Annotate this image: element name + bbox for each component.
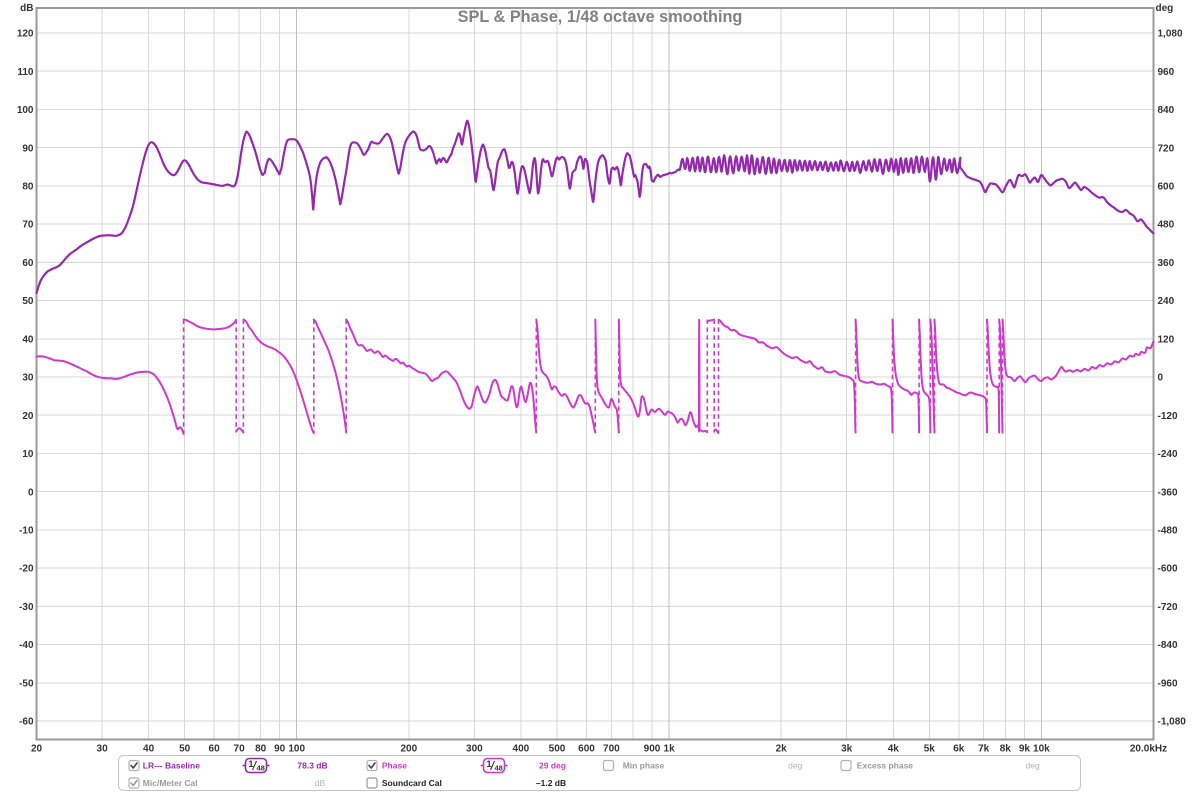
svg-text:-960: -960 bbox=[1158, 678, 1178, 689]
svg-text:9k: 9k bbox=[1019, 744, 1031, 755]
svg-text:-60: -60 bbox=[19, 717, 34, 728]
svg-text:30: 30 bbox=[97, 744, 109, 755]
svg-text:29 deg: 29 deg bbox=[539, 761, 566, 771]
svg-text:1k: 1k bbox=[664, 744, 676, 755]
svg-text:Mic/Meter Cal: Mic/Meter Cal bbox=[143, 778, 198, 788]
svg-text:4k: 4k bbox=[888, 744, 900, 755]
svg-text:-120: -120 bbox=[1158, 411, 1178, 422]
svg-text:80: 80 bbox=[255, 744, 267, 755]
svg-text:78.3 dB: 78.3 dB bbox=[297, 761, 327, 771]
svg-text:90: 90 bbox=[22, 143, 34, 154]
svg-text:60: 60 bbox=[22, 258, 34, 269]
svg-text:0: 0 bbox=[28, 487, 34, 498]
svg-text:6k: 6k bbox=[953, 744, 965, 755]
svg-text:LR--- Baseline: LR--- Baseline bbox=[143, 761, 200, 771]
svg-text:100: 100 bbox=[288, 744, 305, 755]
svg-text:1,080: 1,080 bbox=[1158, 29, 1183, 40]
svg-text:0: 0 bbox=[1158, 373, 1164, 384]
svg-text:120: 120 bbox=[17, 29, 34, 40]
svg-text:960: 960 bbox=[1158, 67, 1175, 78]
svg-text:50: 50 bbox=[22, 296, 34, 307]
svg-text:8k: 8k bbox=[1000, 744, 1012, 755]
svg-text:600: 600 bbox=[1158, 182, 1175, 193]
svg-text:deg: deg bbox=[788, 761, 802, 771]
svg-text:-240: -240 bbox=[1158, 449, 1178, 460]
svg-text:900: 900 bbox=[644, 744, 661, 755]
svg-text:700: 700 bbox=[603, 744, 620, 755]
svg-text:Excess phase: Excess phase bbox=[857, 761, 914, 771]
svg-text:720: 720 bbox=[1158, 143, 1175, 154]
svg-text:30: 30 bbox=[22, 373, 34, 384]
svg-text:-720: -720 bbox=[1158, 602, 1178, 613]
svg-text:2k: 2k bbox=[776, 744, 788, 755]
svg-text:100: 100 bbox=[17, 105, 34, 116]
svg-text:600: 600 bbox=[578, 744, 595, 755]
svg-text:40: 40 bbox=[143, 744, 155, 755]
svg-text:-40: -40 bbox=[19, 640, 34, 651]
svg-text:360: 360 bbox=[1158, 258, 1175, 269]
svg-text:-480: -480 bbox=[1158, 526, 1178, 537]
svg-text:80: 80 bbox=[22, 182, 34, 193]
svg-text:1: 1 bbox=[487, 759, 492, 769]
svg-text:dB: dB bbox=[20, 3, 33, 14]
svg-text:5k: 5k bbox=[924, 744, 936, 755]
svg-text:90: 90 bbox=[274, 744, 286, 755]
svg-text:300: 300 bbox=[466, 744, 483, 755]
svg-text:20: 20 bbox=[22, 411, 34, 422]
svg-text:20.0kHz: 20.0kHz bbox=[1130, 744, 1167, 755]
svg-text:-50: -50 bbox=[19, 678, 34, 689]
svg-text:7k: 7k bbox=[978, 744, 990, 755]
svg-text:10: 10 bbox=[22, 449, 34, 460]
svg-text:1: 1 bbox=[249, 759, 254, 769]
svg-text:48: 48 bbox=[257, 764, 265, 773]
svg-text:–1.2 dB: –1.2 dB bbox=[536, 778, 566, 788]
svg-text:48: 48 bbox=[495, 764, 503, 773]
svg-text:Soundcard Cal: Soundcard Cal bbox=[382, 778, 442, 788]
svg-text:deg: deg bbox=[1026, 761, 1040, 771]
svg-text:deg: deg bbox=[1156, 3, 1174, 14]
svg-text:480: 480 bbox=[1158, 220, 1175, 231]
svg-text:200: 200 bbox=[400, 744, 417, 755]
svg-text:-840: -840 bbox=[1158, 640, 1178, 651]
svg-text:240: 240 bbox=[1158, 296, 1175, 307]
svg-text:3k: 3k bbox=[841, 744, 853, 755]
svg-text:50: 50 bbox=[179, 744, 191, 755]
svg-text:-20: -20 bbox=[19, 564, 34, 575]
svg-text:840: 840 bbox=[1158, 105, 1175, 116]
svg-text:dB: dB bbox=[315, 778, 326, 788]
svg-text:-600: -600 bbox=[1158, 564, 1178, 575]
svg-text:-10: -10 bbox=[19, 526, 34, 537]
svg-text:20: 20 bbox=[31, 744, 43, 755]
svg-text:-360: -360 bbox=[1158, 487, 1178, 498]
svg-text:70: 70 bbox=[22, 220, 34, 231]
svg-text:400: 400 bbox=[513, 744, 530, 755]
svg-text:120: 120 bbox=[1158, 334, 1175, 345]
svg-text:10k: 10k bbox=[1033, 744, 1050, 755]
svg-text:Phase: Phase bbox=[382, 761, 407, 771]
svg-text:-30: -30 bbox=[19, 602, 34, 613]
svg-text:110: 110 bbox=[17, 67, 34, 78]
svg-text:60: 60 bbox=[209, 744, 221, 755]
svg-text:40: 40 bbox=[22, 334, 34, 345]
svg-text:-1,080: -1,080 bbox=[1158, 717, 1187, 728]
svg-text:500: 500 bbox=[549, 744, 566, 755]
svg-text:70: 70 bbox=[234, 744, 246, 755]
svg-text:Min phase: Min phase bbox=[623, 761, 665, 771]
svg-text:SPL & Phase, 1/48 octave smoot: SPL & Phase, 1/48 octave smoothing bbox=[458, 8, 743, 26]
